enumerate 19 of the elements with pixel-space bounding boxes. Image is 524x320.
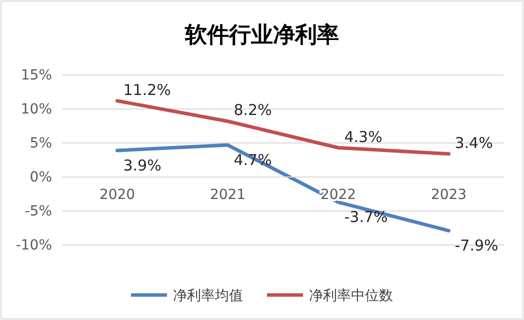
legend-label: 净利率均值 <box>173 288 243 304</box>
x-tick-label: 2023 <box>430 186 467 203</box>
data-label: 11.2% <box>123 80 171 99</box>
y-tick-label: -5% <box>24 203 52 220</box>
data-label: -7.9% <box>454 236 498 255</box>
x-tick-label: 2020 <box>99 186 136 203</box>
chart-title: 软件行业净利率 <box>184 22 339 48</box>
data-label: 3.4% <box>454 134 493 152</box>
y-tick-label: 15% <box>20 67 52 84</box>
x-tick-label: 2021 <box>210 186 246 203</box>
data-label: 3.9% <box>123 156 162 174</box>
data-label: -3.7% <box>344 208 388 226</box>
data-label: 4.3% <box>344 128 382 146</box>
y-tick-label: 0% <box>30 169 52 186</box>
y-tick-label: 5% <box>30 135 52 152</box>
y-tick-label: -10% <box>16 237 52 254</box>
y-tick-label: 10% <box>20 101 52 118</box>
legend-label: 净利率中位数 <box>309 288 393 304</box>
data-label: 8.2% <box>234 101 272 120</box>
